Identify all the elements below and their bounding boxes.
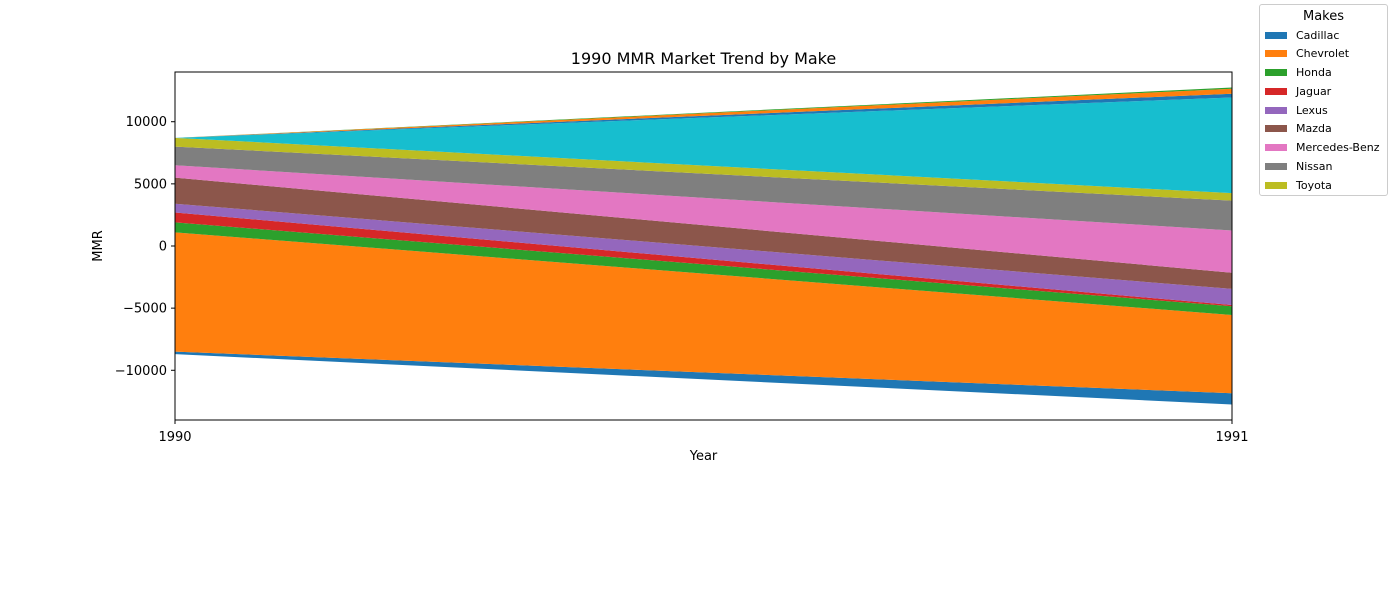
- legend-swatch: [1265, 31, 1287, 39]
- legend-item-toyota: Toyota: [1265, 176, 1332, 194]
- legend-label: Honda: [1296, 66, 1332, 79]
- area-series-9: [175, 97, 1232, 194]
- legend-item-nissan: Nissan: [1265, 157, 1332, 175]
- legend-item-cadillac: Cadillac: [1265, 26, 1339, 44]
- area-nissan: [175, 146, 1232, 231]
- area-chevrolet: [175, 232, 1232, 394]
- legend-swatch: [1265, 87, 1287, 95]
- legend-swatch: [1265, 181, 1287, 189]
- legend-label: Jaguar: [1296, 84, 1332, 98]
- y-tick-label: −10000: [115, 364, 167, 379]
- legend-label: Mazda: [1296, 122, 1332, 136]
- area-lexus: [175, 203, 1232, 306]
- legend-item-honda: Honda: [1265, 64, 1332, 82]
- legend-swatch: [1265, 144, 1287, 151]
- area-layers: [175, 87, 1232, 405]
- y-tick-label: 5000: [134, 177, 167, 192]
- y-axis: −10000 −5000 0 5000 10000: [115, 115, 175, 379]
- chart-title: 1990 MMR Market Trend by Make: [571, 49, 836, 68]
- y-tick-label: 10000: [126, 115, 167, 130]
- area-jaguar: [175, 212, 1232, 307]
- y-axis-label: MMR: [91, 230, 106, 261]
- legend-label: Toyota: [1296, 178, 1332, 192]
- x-tick-label: 1991: [1215, 430, 1248, 445]
- legend-item-lexus: Lexus: [1265, 101, 1328, 119]
- area-cadillac: [175, 351, 1232, 405]
- y-tick-label: −5000: [123, 302, 167, 317]
- area-series-12: [175, 87, 1232, 138]
- legend-label: Mercedes-Benz: [1296, 141, 1380, 154]
- area-series-11: [175, 88, 1232, 138]
- legend-label: Lexus: [1296, 103, 1328, 117]
- legend: Makes Cadillac Chevrolet Honda Jaguar Lexus M…: [1259, 4, 1388, 196]
- area-honda: [175, 222, 1232, 315]
- legend-item-mercedes-benz: Mercedes-Benz: [1265, 139, 1379, 157]
- y-tick-label: 0: [159, 240, 167, 255]
- legend-label: Chevrolet: [1296, 47, 1350, 61]
- legend-swatch: [1265, 50, 1287, 58]
- x-tick-label: 1990: [158, 430, 191, 445]
- x-axis: 1990 1991: [158, 420, 1249, 445]
- x-axis-label: Year: [689, 449, 718, 464]
- legend-label: Cadillac: [1296, 28, 1340, 42]
- legend-swatch: [1265, 69, 1287, 76]
- legend-item-jaguar: Jaguar: [1265, 82, 1331, 100]
- area-mazda: [175, 177, 1232, 289]
- legend-title: Makes: [1302, 9, 1345, 24]
- legend-label: Nissan: [1296, 159, 1333, 173]
- area-mercedes-benz: [175, 165, 1232, 273]
- area-toyota: [175, 137, 1232, 201]
- legend-item-mazda: Mazda: [1265, 120, 1332, 138]
- legend-swatch: [1265, 162, 1287, 170]
- legend-swatch: [1265, 106, 1287, 114]
- legend-swatch: [1265, 125, 1287, 133]
- legend-item-chevrolet: Chevrolet: [1265, 45, 1349, 63]
